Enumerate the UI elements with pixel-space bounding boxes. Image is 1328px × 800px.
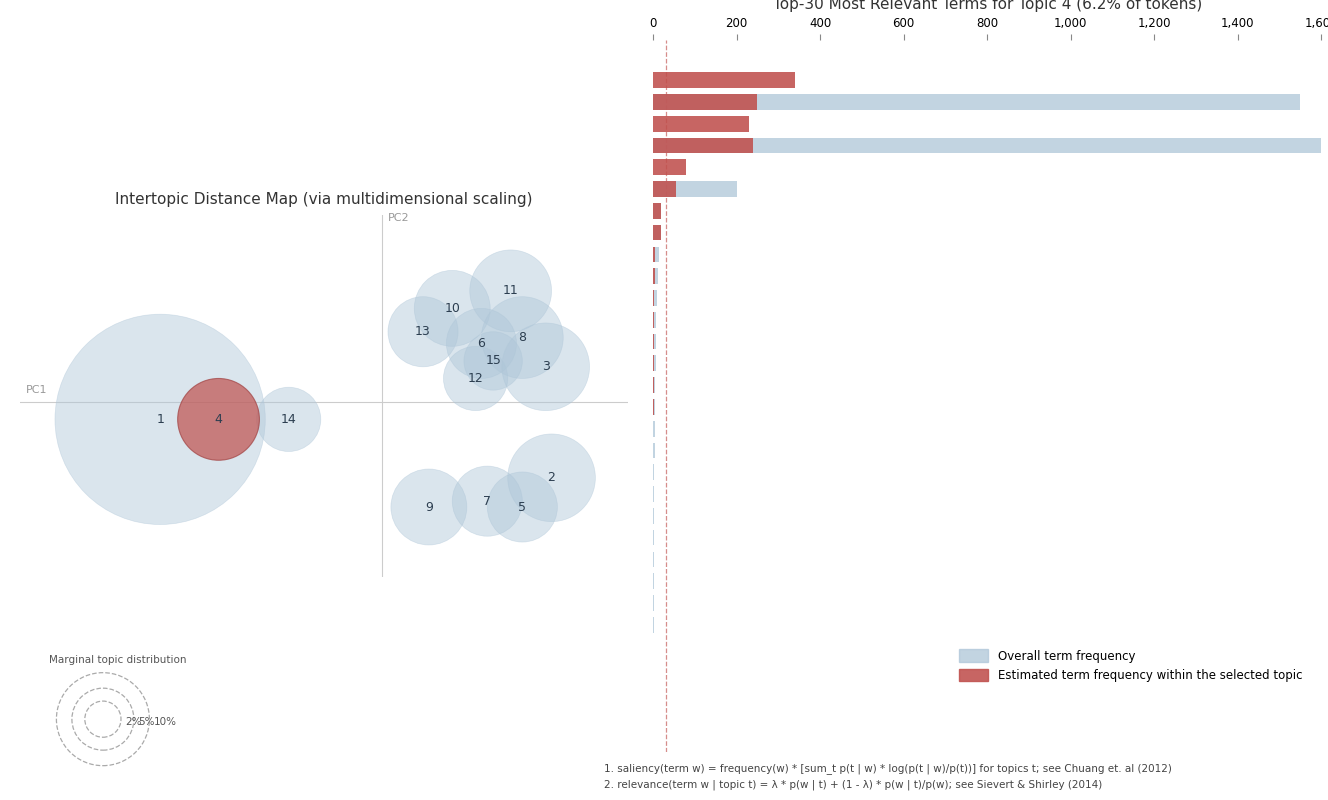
Text: 2: 2 [547, 471, 555, 484]
Bar [653, 355, 656, 371]
Bar [653, 203, 661, 218]
Bar [653, 225, 660, 241]
Title: Intertopic Distance Map (via multidimensional scaling): Intertopic Distance Map (via multidimens… [116, 192, 533, 206]
Circle shape [487, 472, 558, 542]
Circle shape [482, 297, 563, 378]
Bar [653, 203, 661, 218]
Circle shape [390, 469, 467, 545]
Bar [653, 399, 655, 414]
Title: Top-30 Most Relevant Terms for Topic 4 (6.2% of tokens): Top-30 Most Relevant Terms for Topic 4 (… [773, 0, 1202, 13]
Circle shape [388, 297, 458, 366]
Circle shape [54, 314, 266, 525]
Bar [653, 94, 757, 110]
Text: 14: 14 [280, 413, 296, 426]
Circle shape [463, 332, 522, 390]
Bar [653, 159, 687, 175]
Text: 13: 13 [416, 326, 430, 338]
Bar [653, 334, 656, 350]
Text: 8: 8 [518, 331, 526, 344]
Text: 1: 1 [157, 413, 165, 426]
Circle shape [256, 387, 321, 451]
Text: PC2: PC2 [388, 213, 409, 222]
Bar [653, 246, 655, 262]
Bar [653, 268, 655, 284]
Bar [653, 138, 1321, 154]
Bar [653, 246, 659, 262]
Bar [653, 182, 737, 197]
Bar [653, 116, 749, 132]
Bar [653, 421, 655, 437]
Text: 1. saliency(term w) = frequency(w) * [sum_t p(t | w) * log(p(t | w)/p(t))] for t: 1. saliency(term w) = frequency(w) * [su… [604, 762, 1173, 774]
Circle shape [502, 323, 590, 410]
Circle shape [507, 434, 595, 522]
Bar [653, 138, 753, 154]
Bar [653, 442, 655, 458]
Circle shape [453, 466, 522, 536]
Text: 10: 10 [445, 302, 461, 315]
Bar [653, 290, 657, 306]
Bar [653, 94, 1300, 110]
Text: 5: 5 [518, 501, 526, 514]
Text: 15: 15 [485, 354, 501, 367]
Text: 11: 11 [503, 284, 518, 298]
Text: PC1: PC1 [25, 385, 48, 395]
Circle shape [444, 346, 507, 410]
Text: 2%: 2% [125, 718, 142, 727]
Bar [653, 225, 660, 241]
Text: 5%: 5% [138, 718, 154, 727]
Bar [653, 378, 655, 393]
Circle shape [178, 378, 259, 460]
Legend: Overall term frequency, Estimated term frequency within the selected topic: Overall term frequency, Estimated term f… [959, 650, 1301, 682]
Text: 4: 4 [215, 413, 223, 426]
Bar [653, 268, 659, 284]
Text: Marginal topic distribution: Marginal topic distribution [49, 654, 186, 665]
Text: 2. relevance(term w | topic t) = λ * p(w | t) + (1 - λ) * p(w | t)/p(w); see Sie: 2. relevance(term w | topic t) = λ * p(w… [604, 780, 1102, 790]
Text: 6: 6 [478, 337, 486, 350]
Circle shape [446, 308, 517, 378]
Bar [653, 182, 676, 197]
Text: 7: 7 [483, 494, 491, 508]
Text: 9: 9 [425, 501, 433, 514]
Text: 3: 3 [542, 360, 550, 374]
Bar [653, 72, 795, 88]
Circle shape [414, 270, 490, 346]
Text: 12: 12 [467, 372, 483, 385]
Bar [653, 312, 656, 328]
Circle shape [470, 250, 551, 332]
Text: 10%: 10% [154, 718, 177, 727]
